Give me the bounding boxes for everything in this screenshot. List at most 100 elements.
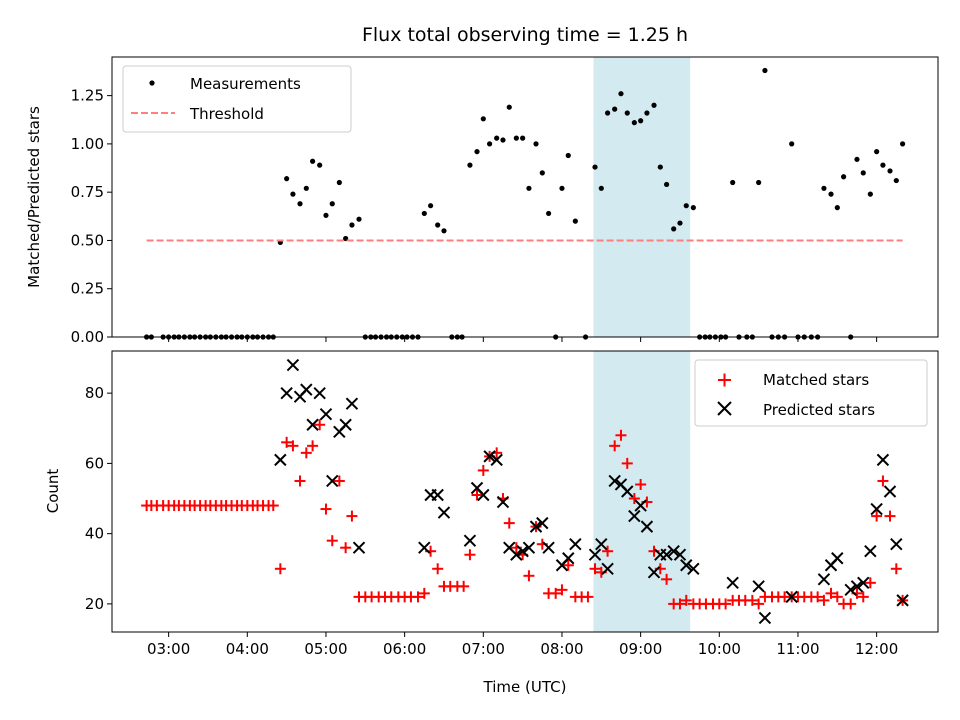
x-diag-b — [470, 481, 484, 495]
predicted-star-point — [647, 566, 661, 579]
predicted-star-point — [286, 358, 300, 372]
measurement-point — [657, 164, 663, 170]
y-tick-label: 60 — [85, 454, 104, 472]
matched-star-point — [890, 563, 902, 575]
x-diag-b — [673, 548, 687, 561]
predicted-star-point — [418, 541, 431, 554]
measurement-point — [900, 141, 906, 147]
x-diag-b — [418, 541, 431, 554]
x-diag-b — [339, 418, 352, 431]
measurement-point — [303, 185, 309, 191]
y-tick-label: 1.00 — [71, 135, 104, 153]
measurement-point — [730, 179, 736, 186]
measurement-point — [834, 205, 840, 211]
x-tick-label: 04:00 — [226, 640, 269, 658]
matched-star-point — [458, 580, 470, 592]
predicted-star-point — [339, 418, 352, 431]
predicted-star-point — [477, 488, 490, 502]
matched-star-point — [818, 594, 830, 606]
predicted-star-point — [673, 548, 687, 561]
predicted-star-point — [313, 386, 326, 400]
predicted-star-point — [876, 453, 890, 467]
legend-marker-predicted — [717, 401, 732, 416]
matched-star-point — [628, 493, 640, 505]
x-diag-b — [660, 548, 673, 561]
matched-star-point — [281, 436, 293, 448]
measurement-point — [546, 210, 552, 217]
legend-marker-measurements — [149, 80, 155, 86]
matched-star-point — [471, 489, 483, 501]
predicted-star-point — [319, 408, 333, 421]
x-tick-label: 03:00 — [147, 640, 190, 658]
predicted-star-point — [529, 520, 543, 533]
x-diag-b — [628, 509, 641, 523]
matched-star-point — [314, 419, 326, 431]
predicted-star-point — [785, 590, 798, 604]
x-diag-b — [687, 562, 700, 575]
predicted-star-point — [595, 537, 608, 551]
y-tick-label: 0.00 — [71, 328, 104, 346]
bottom-y-axis-label: Count — [44, 469, 62, 514]
x-diag-b — [640, 520, 654, 533]
x-diag-b — [896, 594, 909, 607]
predicted-star-point — [306, 418, 319, 431]
matched-star-point — [550, 587, 562, 599]
measurement-point — [605, 110, 611, 116]
matched-star-point — [320, 503, 332, 515]
x-tick-label: 06:00 — [383, 640, 426, 658]
measurement-point — [644, 110, 650, 116]
x-diag-b — [562, 552, 575, 565]
predicted-star-point — [896, 594, 909, 607]
predicted-star-point — [601, 562, 614, 575]
x-diag-b — [883, 485, 897, 498]
matched-star-point — [845, 598, 857, 610]
top-y-axis: 0.00 0.25 0.50 0.75 1.00 1.25 — [71, 87, 112, 346]
measurement-point — [559, 185, 565, 191]
matched-star-point — [582, 591, 594, 603]
measurement-point — [565, 152, 571, 159]
x-diag-b — [890, 537, 903, 551]
x-diag-b — [483, 450, 496, 463]
x-diag-b — [542, 541, 555, 554]
predicted-star-point — [510, 548, 523, 561]
measurement-point — [467, 162, 473, 168]
predicted-star-point — [536, 516, 549, 530]
x-diag-b — [850, 580, 864, 593]
predicted-star-point — [687, 562, 700, 575]
matched-star-point — [418, 587, 430, 599]
measurement-point — [329, 201, 335, 207]
predicted-star-point — [437, 506, 451, 519]
predicted-star-point — [542, 541, 555, 554]
matched-star-point — [877, 475, 889, 487]
measurement-point — [828, 191, 834, 197]
x-tick-label: 12:00 — [855, 640, 898, 658]
measurement-point — [356, 216, 362, 222]
x-diag-b — [319, 408, 333, 421]
legend-marker-matched — [718, 373, 731, 387]
legend-label-measurements: Measurements — [190, 75, 301, 93]
x-diag-b — [326, 474, 339, 488]
measurement-point — [506, 104, 512, 110]
matched-star-point — [864, 577, 876, 589]
predicted-star-point — [608, 474, 621, 488]
x-diag-b — [726, 576, 739, 590]
measurement-point — [539, 170, 545, 176]
measurement-point — [874, 149, 880, 155]
matched-star-point — [615, 429, 627, 441]
x-diag-b — [634, 499, 647, 512]
measurement-point — [474, 149, 480, 155]
matched-star-point — [326, 535, 338, 547]
predicted-star-point — [883, 485, 897, 498]
matched-star-point — [556, 584, 568, 596]
predicted-star-point — [640, 520, 654, 533]
predicted-star-point — [844, 583, 857, 597]
predicted-star-point — [628, 509, 641, 523]
measurement-point — [428, 203, 434, 209]
matched-star-point — [267, 500, 279, 512]
matched-star-point — [477, 464, 489, 476]
measurement-point — [860, 170, 866, 176]
matched-star-point — [562, 559, 574, 571]
x-axis-label: Time (UTC) — [483, 678, 567, 696]
matched-star-point — [523, 570, 535, 582]
matched-star-point — [857, 591, 869, 603]
